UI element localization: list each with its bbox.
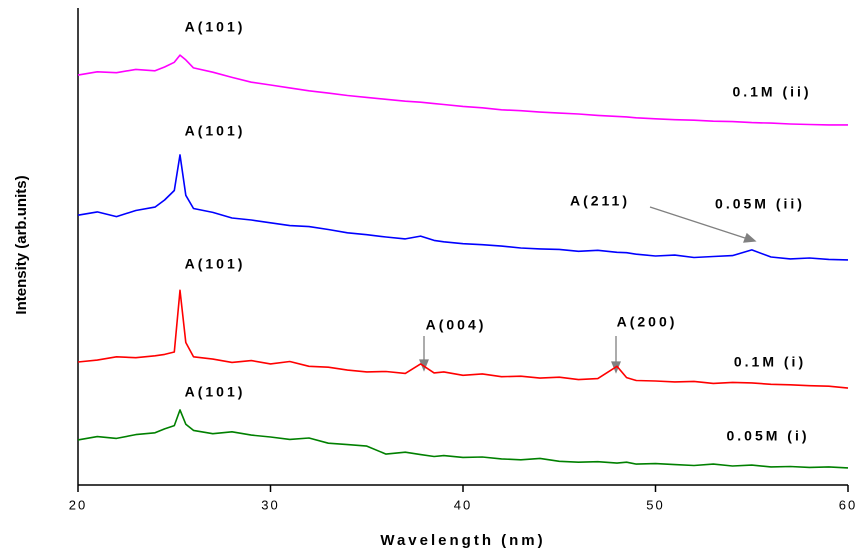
annotation: A(101) — [185, 19, 246, 35]
x-tick-label: 60 — [839, 497, 857, 512]
annotation: A(101) — [185, 123, 246, 139]
series-label: 0.05M (ii) — [715, 196, 805, 212]
x-tick-label: 50 — [646, 497, 664, 512]
series-label: 0.05M (i) — [726, 428, 809, 444]
annotation: A(101) — [185, 384, 246, 400]
series-label: 0.1M (i) — [734, 354, 806, 370]
annotation: A(200) — [617, 314, 678, 330]
series-label: 0.1M (ii) — [732, 84, 811, 100]
arrows — [419, 206, 757, 374]
x-tick-label: 40 — [454, 497, 472, 512]
x-axis-title: Wavelength (nm) — [380, 532, 545, 549]
series-line — [77, 54, 848, 126]
arrow — [649, 206, 749, 240]
x-tick-label: 30 — [261, 497, 279, 512]
annotation: A(211) — [570, 193, 630, 209]
series-line — [77, 154, 849, 261]
series-line — [77, 289, 849, 389]
y-axis-title: Intensity (arb.units) — [13, 175, 30, 314]
series-line — [77, 409, 849, 469]
arrow-head — [743, 232, 757, 243]
annotation: A(101) — [185, 256, 246, 272]
annotation: A(004) — [426, 317, 487, 333]
x-tick-label: 20 — [69, 497, 87, 512]
